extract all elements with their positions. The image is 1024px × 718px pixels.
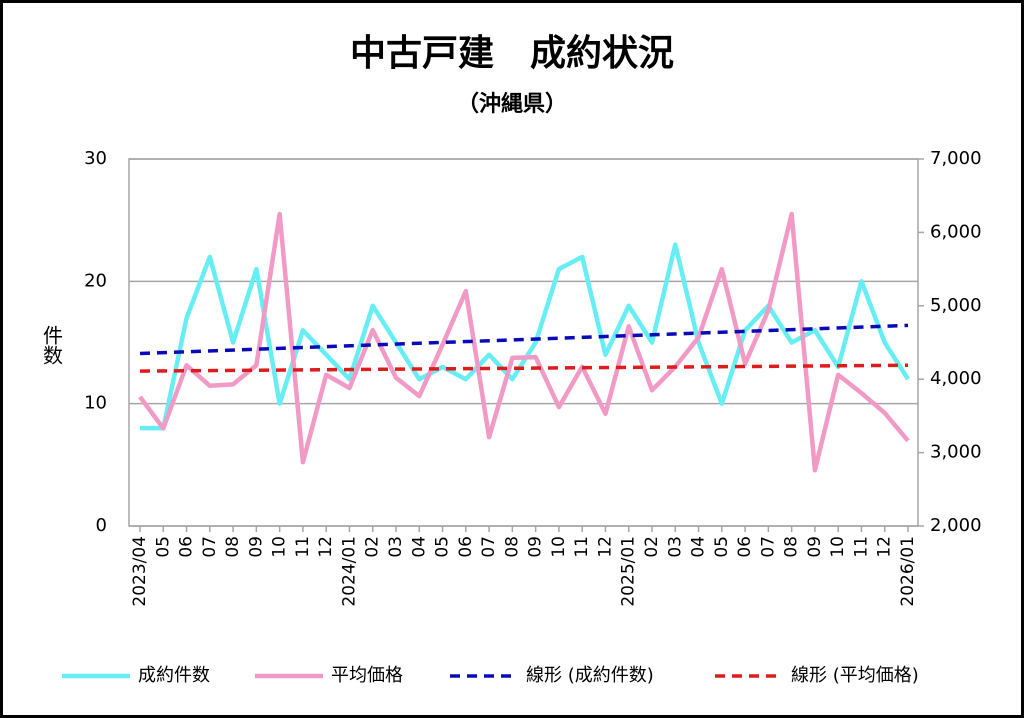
x-tick-label: 11: [851, 536, 871, 558]
y2-tick-label: 6,000: [930, 221, 982, 242]
x-tick-label: 04: [689, 536, 709, 558]
x-tick-label: 06: [735, 536, 755, 558]
y2-tick-label: 2,000: [930, 515, 982, 536]
x-tick-label: 08: [502, 536, 522, 558]
x-tick-label: 12: [875, 536, 895, 558]
y-tick-label: 30: [84, 148, 107, 169]
trend-line: [139, 363, 909, 373]
y2-tick-label: 3,000: [930, 442, 982, 463]
plot-border: [128, 158, 919, 527]
x-tick-label: 07: [758, 536, 778, 558]
legend-label: 平均価格: [331, 665, 403, 686]
x-tick-label: 2024/01: [339, 536, 359, 607]
x-tick-label: 2026/01: [898, 536, 918, 607]
y2-tick-label: 7,000: [930, 148, 982, 169]
x-tick-label: 05: [153, 536, 173, 558]
legend-label: 線形 (平均価格): [791, 665, 919, 686]
x-tick-label: 07: [200, 536, 220, 558]
chart-subtitle: （沖縄県）: [457, 92, 567, 117]
x-tick-label: 05: [712, 536, 732, 558]
x-tick-label: 11: [293, 536, 313, 558]
y-axis-label: 件数: [40, 325, 64, 365]
x-tick-label: 06: [456, 536, 476, 558]
x-tick-label: 04: [409, 536, 429, 558]
y2-tick-label: 5,000: [930, 295, 982, 316]
legend-label: 成約件数: [138, 665, 210, 686]
x-tick-label: 08: [782, 536, 802, 558]
y-tick-label: 0: [96, 515, 107, 536]
y-tick-label: 10: [84, 393, 107, 414]
series-line: [140, 242, 910, 431]
x-tick-label: 03: [665, 536, 685, 558]
series-line: [138, 211, 910, 473]
y-tick-label: 20: [84, 270, 107, 291]
x-tick-label: 10: [828, 536, 848, 558]
x-tick-label: 10: [270, 536, 290, 558]
x-tick-label: 09: [805, 536, 825, 558]
trend-line: [139, 323, 909, 356]
x-tick-label: 11: [572, 536, 592, 558]
x-tick-label: 07: [479, 536, 499, 558]
x-tick-label: 09: [526, 536, 546, 558]
x-tick-label: 2025/01: [619, 536, 639, 607]
x-tick-label: 03: [386, 536, 406, 558]
x-tick-label: 09: [246, 536, 266, 558]
y2-tick-label: 4,000: [930, 368, 982, 389]
x-tick-label: 05: [433, 536, 453, 558]
x-tick-label: 12: [316, 536, 336, 558]
x-tick-label: 12: [595, 536, 615, 558]
x-tick-label: 06: [177, 536, 197, 558]
x-tick-label: 08: [223, 536, 243, 558]
x-tick-label: 2023/04: [130, 536, 150, 607]
x-tick-label: 10: [549, 536, 569, 558]
legend-label: 線形 (成約件数): [526, 665, 654, 686]
x-tick-label: 02: [642, 536, 662, 558]
chart-title: 中古戸建 成約状況: [350, 33, 674, 74]
x-tick-label: 02: [363, 536, 383, 558]
